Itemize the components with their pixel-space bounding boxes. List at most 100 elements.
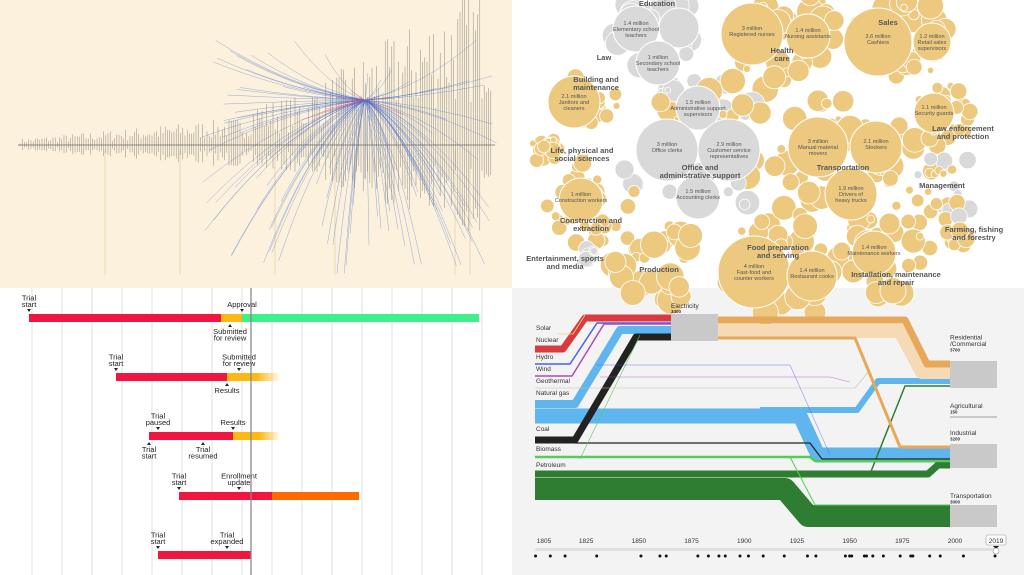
occupation-bubble — [614, 159, 635, 180]
event-dot[interactable] — [746, 554, 750, 558]
occupation-bubble-labeled — [849, 120, 903, 174]
event-dot[interactable] — [761, 554, 765, 558]
sankey-chart: Solar Nuclear Hydro Wind Geothermal Natural g… — [534, 303, 1007, 558]
highlight-line — [364, 99, 422, 265]
highlight-line — [329, 99, 366, 169]
event-dot[interactable] — [928, 554, 932, 558]
event-dot[interactable] — [696, 554, 700, 558]
event-label-line: Trial — [151, 531, 166, 540]
event-dot[interactable] — [548, 554, 552, 558]
group-label-line: and serving — [757, 251, 800, 260]
job-value-label: 1.1 million — [921, 105, 946, 111]
occupation-bubble — [905, 185, 914, 195]
highlight-line — [364, 99, 390, 232]
job-value-label: 3.6 million — [865, 34, 890, 40]
job-title-label: Fast-food and counter workers — [734, 270, 774, 282]
highlight-line — [364, 99, 451, 245]
job-title-label-line: cleaners — [563, 106, 584, 112]
event-dot[interactable] — [563, 554, 567, 558]
event-dot[interactable] — [871, 554, 875, 558]
occupation-bubble-labeled — [675, 174, 721, 220]
event-dot[interactable] — [911, 554, 915, 558]
event-dot[interactable] — [723, 554, 727, 558]
job-title-label: Nursing assistants — [785, 34, 831, 40]
group-label-line: Transportation — [817, 163, 870, 172]
group-label-line: and forestry — [952, 233, 996, 242]
job-title-label: Manual material movers — [798, 145, 838, 157]
trial-segment-yellow — [221, 314, 242, 322]
event-dot[interactable] — [534, 554, 538, 558]
selected-year-box[interactable] — [985, 534, 1007, 546]
event-dot[interactable] — [595, 554, 599, 558]
group-label-line: Law enforcement — [932, 124, 994, 133]
occupation-bubble — [797, 180, 821, 205]
highlight-line — [364, 99, 485, 265]
sink-node — [950, 444, 997, 468]
event-dot[interactable] — [639, 554, 643, 558]
event-dot[interactable] — [961, 554, 965, 558]
event-dot[interactable] — [993, 554, 997, 558]
event-dot[interactable] — [848, 554, 852, 558]
sink-label: Industrial — [950, 430, 977, 437]
occupation-bubble-labeled — [558, 177, 604, 223]
time-slider-track[interactable] — [535, 548, 997, 551]
year-tick-label: 1805 — [537, 538, 552, 545]
group-label: Installation, maintenance and repair — [851, 270, 941, 287]
event-dot[interactable] — [706, 554, 710, 558]
energy-flow — [535, 478, 950, 527]
group-label-line: care — [774, 54, 789, 63]
job-title-label-line: counter workers — [734, 276, 774, 282]
job-value-label: 1.4 million — [623, 21, 648, 27]
event-dot[interactable] — [738, 554, 742, 558]
event-dot[interactable] — [717, 554, 721, 558]
source-label: Natural gas — [536, 390, 570, 397]
trial-segment-yellow — [233, 432, 281, 440]
occupation-bubble — [661, 183, 678, 200]
job-title-label-line: Secondary school — [636, 61, 680, 67]
sink-label-line: /Commercial — [950, 341, 987, 348]
event-label-line: Trial — [220, 531, 235, 540]
job-title-label-line: representatives — [710, 154, 748, 160]
event-label: Trial start — [151, 531, 167, 547]
time-slider-handle[interactable] — [992, 547, 1000, 555]
highlight-line — [236, 89, 366, 101]
highlight-line — [271, 99, 366, 228]
event-dot[interactable] — [862, 554, 866, 558]
event-label: Trial start — [22, 294, 38, 310]
event-dot[interactable] — [898, 554, 902, 558]
highlight-line — [326, 99, 366, 199]
event-label: Approval — [227, 300, 257, 309]
event-dot[interactable] — [938, 554, 942, 558]
event-label-line: start — [22, 300, 38, 309]
occupation-bubble — [866, 214, 876, 224]
event-dot[interactable] — [881, 554, 885, 558]
event-dot[interactable] — [814, 554, 818, 558]
event-label: Trial start — [109, 353, 125, 369]
event-dot[interactable] — [805, 554, 809, 558]
event-dot[interactable] — [658, 554, 662, 558]
highlight-line — [364, 99, 391, 212]
event-marker — [114, 368, 118, 371]
occupation-bubble-labeled — [912, 22, 952, 62]
event-dot[interactable] — [664, 554, 668, 558]
occupation-bubble — [878, 212, 901, 235]
slider-pointer-icon — [993, 546, 999, 549]
event-dot[interactable] — [782, 554, 786, 558]
event-dot[interactable] — [909, 554, 913, 558]
trial-segment-orange — [272, 492, 359, 500]
job-title-label: Retail sales supervisors — [918, 40, 947, 52]
group-label: Farming, fishing and forestry — [945, 225, 1004, 242]
event-label: Trial paused — [146, 412, 171, 428]
highlight-line — [236, 55, 366, 101]
event-dot[interactable] — [850, 554, 854, 558]
event-dot[interactable] — [864, 554, 868, 558]
job-value-label: 2.1 million — [863, 139, 888, 145]
sink-value: 3000 — [950, 500, 961, 505]
job-title-label-line: Cashiers — [867, 40, 889, 46]
trial-segment-red — [29, 314, 221, 322]
event-dot[interactable] — [843, 554, 847, 558]
occupation-bubble — [612, 101, 621, 110]
event-label-line: update — [228, 478, 251, 487]
job-title-label: Accounting clerks — [676, 195, 720, 201]
group-label-line: Construction and — [560, 216, 622, 225]
